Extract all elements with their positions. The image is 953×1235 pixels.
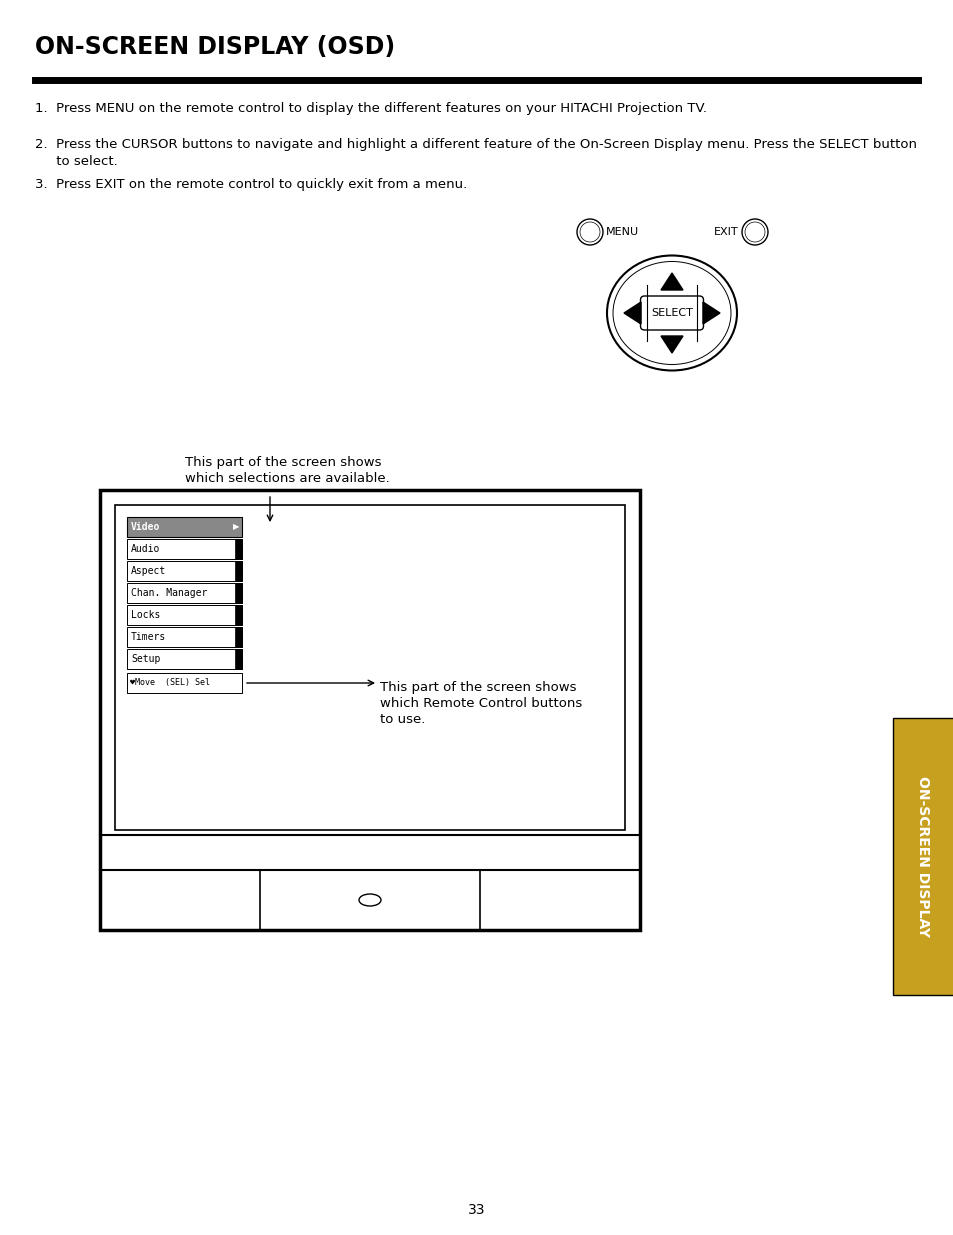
Text: 3.  Press EXIT on the remote control to quickly exit from a menu.: 3. Press EXIT on the remote control to q… — [35, 178, 467, 191]
Text: ♥Move  (SEL) Sel: ♥Move (SEL) Sel — [130, 678, 210, 688]
Bar — [234, 650, 242, 669]
Bar — [234, 561, 242, 580]
Text: ▶: ▶ — [233, 522, 239, 531]
Text: SELECT: SELECT — [650, 308, 692, 317]
Text: Chan. Manager: Chan. Manager — [131, 588, 207, 598]
Text: ON-SCREEN DISPLAY (OSD): ON-SCREEN DISPLAY (OSD) — [35, 35, 395, 59]
Text: 33: 33 — [468, 1203, 485, 1216]
Text: 1.  Press MENU on the remote control to display the different features on your H: 1. Press MENU on the remote control to d… — [35, 103, 706, 115]
Bar — [127, 673, 242, 693]
Bar — [127, 561, 242, 580]
Bar — [127, 538, 242, 559]
Text: to use.: to use. — [379, 713, 425, 726]
Bar — [115, 505, 624, 830]
Bar — [234, 627, 242, 647]
Text: which selections are available.: which selections are available. — [185, 472, 390, 485]
Text: Audio: Audio — [131, 543, 160, 555]
Text: Timers: Timers — [131, 632, 166, 642]
Bar — [127, 627, 242, 647]
Text: Aspect: Aspect — [131, 566, 166, 576]
Text: 2.  Press the CURSOR buttons to navigate and highlight a different feature of th: 2. Press the CURSOR buttons to navigate … — [35, 138, 916, 151]
Text: to select.: to select. — [35, 156, 117, 168]
Text: This part of the screen shows: This part of the screen shows — [185, 456, 381, 469]
Bar — [234, 605, 242, 625]
Bar — [100, 490, 639, 930]
Text: Video: Video — [131, 522, 160, 532]
Text: EXIT: EXIT — [714, 227, 739, 237]
Bar — [234, 538, 242, 559]
Text: This part of the screen shows: This part of the screen shows — [379, 680, 576, 694]
Bar — [234, 583, 242, 603]
Polygon shape — [702, 303, 720, 324]
Text: Setup: Setup — [131, 655, 160, 664]
Bar — [127, 605, 242, 625]
Polygon shape — [660, 273, 682, 290]
Text: which Remote Control buttons: which Remote Control buttons — [379, 697, 581, 710]
Text: Locks: Locks — [131, 610, 160, 620]
Bar — [127, 583, 242, 603]
Text: ON-SCREEN DISPLAY: ON-SCREEN DISPLAY — [916, 776, 929, 937]
Text: MENU: MENU — [605, 227, 639, 237]
Polygon shape — [660, 336, 682, 353]
Polygon shape — [623, 303, 640, 324]
Bar — [127, 517, 242, 537]
Bar — [127, 650, 242, 669]
Bar — [892, 718, 953, 995]
